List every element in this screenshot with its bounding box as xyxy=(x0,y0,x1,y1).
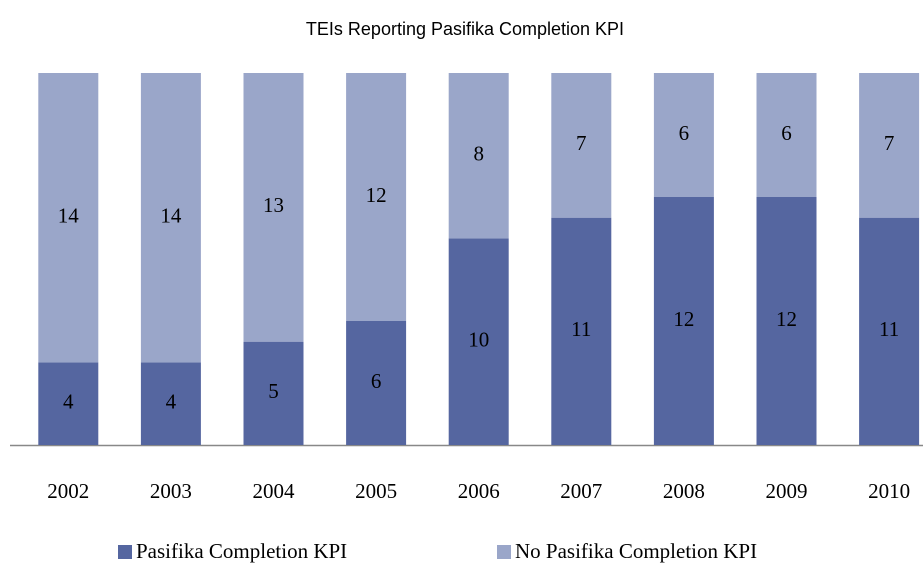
legend-label: No Pasifika Completion KPI xyxy=(515,539,757,563)
data-label: 7 xyxy=(884,131,895,155)
data-label: 12 xyxy=(776,307,797,331)
bar-segment xyxy=(243,73,304,342)
bar-segment xyxy=(551,73,612,218)
x-tick-label: 2006 xyxy=(458,479,500,503)
x-tick-label: 2004 xyxy=(253,479,296,503)
bar-segment xyxy=(140,73,201,363)
bar-segment xyxy=(448,238,509,445)
data-label: 14 xyxy=(160,203,182,227)
bar-segment xyxy=(38,73,99,363)
data-label: 14 xyxy=(58,203,80,227)
legend-label: Pasifika Completion KPI xyxy=(136,539,347,563)
data-label: 6 xyxy=(679,121,690,145)
bar-segment xyxy=(756,73,817,197)
bar-segment xyxy=(859,73,920,218)
data-label: 4 xyxy=(63,389,74,413)
chart-title: TEIs Reporting Pasifika Completion KPI xyxy=(306,19,624,39)
data-label: 11 xyxy=(879,317,899,341)
bar-segment xyxy=(243,341,304,445)
data-label: 7 xyxy=(576,131,587,155)
x-tick-label: 2007 xyxy=(560,479,602,503)
bar-segment xyxy=(653,197,714,445)
bar-segment xyxy=(653,73,714,197)
x-tick-label: 2005 xyxy=(355,479,397,503)
bar-segment xyxy=(551,217,612,445)
data-label: 5 xyxy=(268,379,279,403)
bar-segment xyxy=(140,362,201,445)
x-tick-label: 2010 xyxy=(868,479,910,503)
data-label: 6 xyxy=(781,121,792,145)
x-tick-label: 2003 xyxy=(150,479,192,503)
bar-segment xyxy=(859,217,920,445)
legend-swatch xyxy=(497,545,511,559)
x-tick-label: 2009 xyxy=(766,479,808,503)
data-label: 10 xyxy=(468,327,489,351)
data-label: 6 xyxy=(371,369,382,393)
data-label: 11 xyxy=(571,317,591,341)
bar-segment xyxy=(346,73,407,321)
data-label: 8 xyxy=(473,141,484,165)
bar-segment xyxy=(756,197,817,445)
x-tick-label: 2002 xyxy=(47,479,89,503)
bar-segment xyxy=(346,321,407,445)
x-tick-label: 2008 xyxy=(663,479,705,503)
data-label: 12 xyxy=(366,183,387,207)
data-label: 12 xyxy=(673,307,694,331)
bar-segment xyxy=(448,73,509,239)
data-label: 13 xyxy=(263,193,284,217)
data-label: 4 xyxy=(166,389,177,413)
legend-swatch xyxy=(118,545,132,559)
bar-segment xyxy=(38,362,99,445)
